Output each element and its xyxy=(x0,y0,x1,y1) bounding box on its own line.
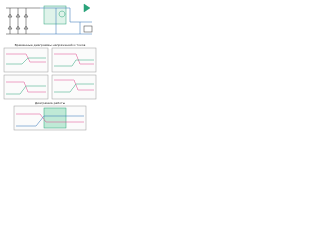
circuit-diagram xyxy=(2,2,98,42)
output-arrow xyxy=(83,3,91,13)
waveform xyxy=(6,85,46,95)
waveform xyxy=(54,79,94,91)
waveform xyxy=(6,57,46,65)
waveform xyxy=(16,113,84,123)
page: html, body { margin: 0; padding: 0; widt… xyxy=(0,0,100,132)
highlight-block xyxy=(43,5,67,25)
switch xyxy=(58,10,66,18)
caption: Диаграмма работы xyxy=(35,101,66,105)
load xyxy=(83,25,93,33)
waveform xyxy=(54,83,94,93)
inverter-wires xyxy=(40,7,92,35)
figure: Временные диаграммы напряжений и токов Д… xyxy=(2,2,98,131)
waveform xyxy=(54,59,94,67)
waveform-panels xyxy=(3,47,97,100)
highlight-block xyxy=(43,107,67,129)
rectifier-wires xyxy=(6,7,40,35)
body: {"figure": {"caption_1": "Временные диаг… xyxy=(0,0,100,132)
waveform xyxy=(54,53,94,65)
caption: Временные диаграммы напряжений и токов xyxy=(15,43,86,47)
waveform xyxy=(6,81,46,93)
waveform xyxy=(16,115,84,127)
bottom-panel xyxy=(13,105,87,131)
diodes xyxy=(7,13,29,30)
